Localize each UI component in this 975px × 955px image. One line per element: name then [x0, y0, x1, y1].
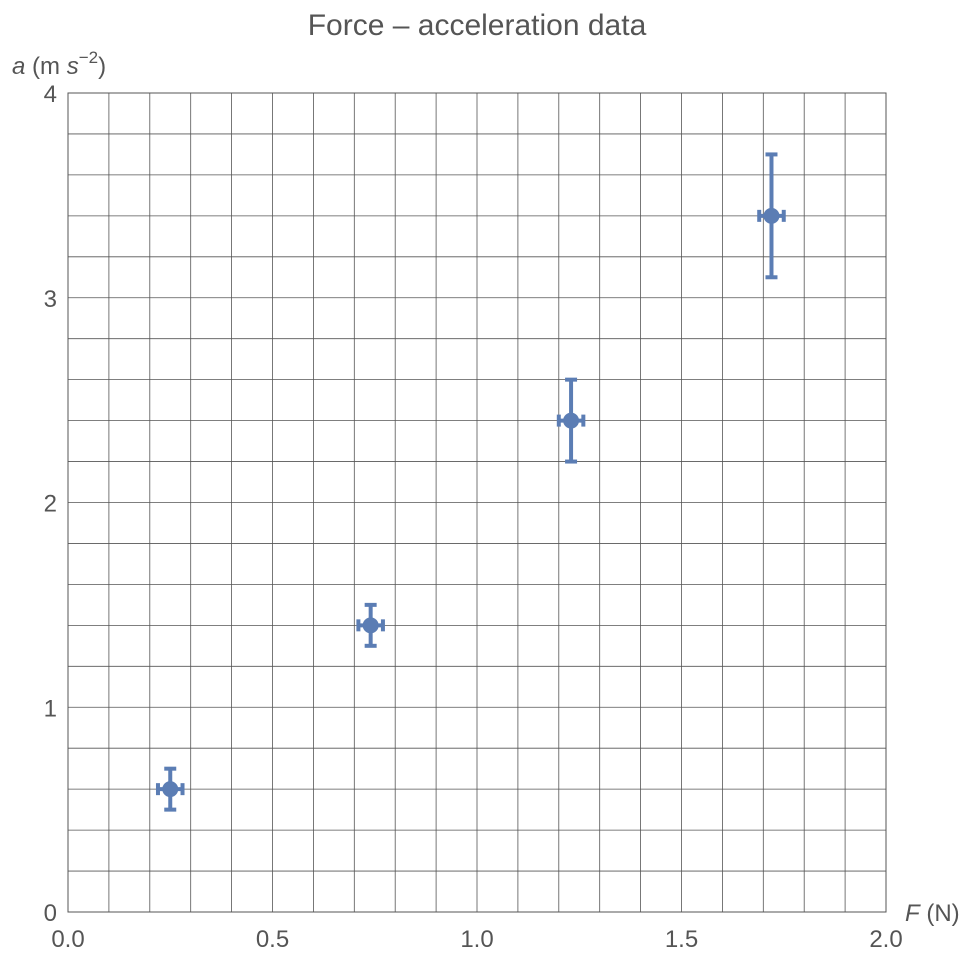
data-point: [563, 412, 580, 429]
data-point-group: [155, 766, 185, 812]
data-point: [362, 617, 379, 634]
x-tick-label: 1.0: [460, 926, 493, 953]
x-tick-label: 2.0: [869, 926, 902, 953]
x-tick-label: 0.5: [256, 926, 289, 953]
y-axis-ticks: 0 1 2 3 4: [44, 81, 57, 927]
y-tick-label: 1: [44, 695, 57, 722]
grid: [68, 93, 886, 912]
x-axis-label: F (N): [905, 900, 960, 927]
data-point-group: [757, 152, 786, 280]
y-tick-label: 3: [44, 286, 57, 313]
x-tick-label: 1.5: [665, 926, 698, 953]
y-axis-unit-var: s: [67, 53, 79, 80]
x-axis-unit: (N): [920, 900, 960, 927]
y-axis-var: a: [12, 53, 25, 80]
y-tick-label: 4: [44, 81, 57, 108]
data-point: [763, 207, 780, 224]
y-axis-exponent: −2: [79, 48, 98, 67]
y-axis-prefix: (m: [25, 53, 66, 80]
plot-frame: [67, 92, 887, 913]
chart-title: Force – acceleration data: [308, 9, 647, 42]
y-axis-label: a (m s−2): [12, 48, 106, 80]
data-point-group: [356, 602, 385, 648]
y-axis-suffix: ): [98, 53, 106, 80]
x-tick-label: 0.0: [51, 926, 84, 953]
y-tick-label: 0: [44, 900, 57, 927]
y-tick-label: 2: [44, 491, 57, 518]
data-point: [162, 781, 179, 798]
x-axis-ticks: 0.0 0.5 1.0 1.5 2.0: [51, 926, 902, 953]
data-series: [155, 152, 786, 812]
x-axis-var: F: [905, 900, 921, 927]
data-point-group: [556, 377, 586, 464]
